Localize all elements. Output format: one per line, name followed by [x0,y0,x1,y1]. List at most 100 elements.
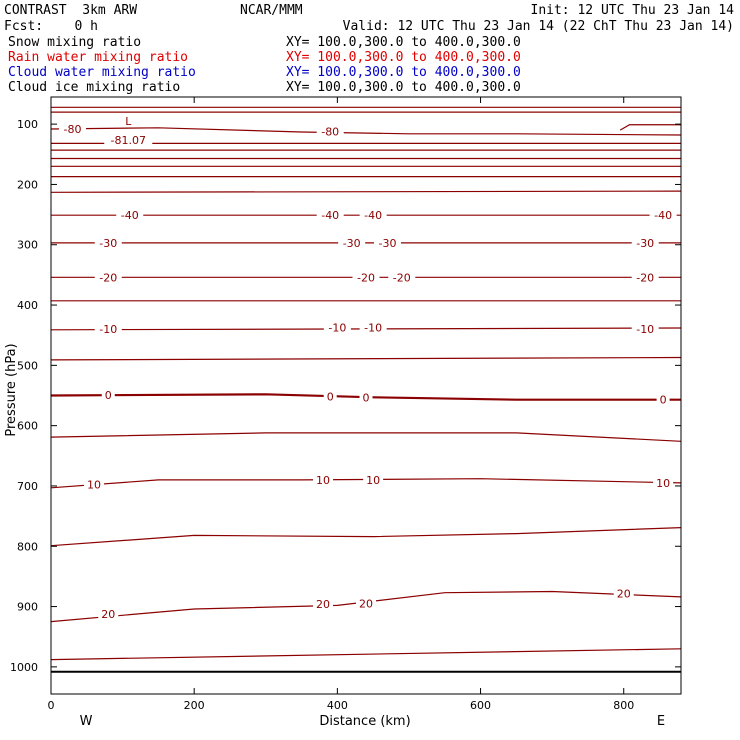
y-tick-label: 800 [17,540,38,553]
contour-label: 10 [656,477,670,490]
field-name-cloud-water: Cloud water mixing ratio [8,65,196,80]
y-tick-label: 200 [17,178,38,191]
x-tick-label: 600 [470,699,491,712]
field-name-snow: Snow mixing ratio [8,35,142,50]
y-tick-label: 400 [17,299,38,312]
contour-label-mask [631,271,659,284]
contour-label: -20 [636,271,654,284]
x-tick-label: 200 [184,699,205,712]
contour-label: 0 [105,389,112,402]
field-xy-rain: XY= 100.0,300.0 to 400.0,300.0 [286,50,521,65]
contour-label: -40 [321,209,339,222]
contour-label: -80 [321,125,339,138]
contour-label-mask [94,236,122,249]
contour-line-level--80 [50,127,682,136]
contour-label-mask [649,209,677,222]
contour-label: 10 [87,479,101,492]
y-tick-label: 300 [17,239,38,252]
contour-label: -40 [654,209,672,222]
contour-label-mask [313,473,334,486]
contour-label: -30 [99,237,117,250]
contour-label-mask [373,236,401,249]
contour-line-unlabeled-18 [50,527,682,547]
contour-label-mask [94,323,122,336]
contour-label-mask [94,271,122,284]
contour-label: -10 [328,321,346,334]
contour-label: 0 [327,391,334,404]
contour-line-small-upper-right [619,124,681,131]
contour-label: 20 [316,598,330,611]
minimum-letter: L [125,115,132,128]
contour-label-mask [359,391,373,404]
contour-label-mask [359,321,387,334]
contour-label: -30 [636,237,654,250]
contour-label: 10 [316,474,330,487]
field-name-rain: Rain water mixing ratio [8,50,189,65]
x-tick-label: 800 [613,699,634,712]
contour-label-mask [116,209,144,222]
east-side-label: E [657,714,665,729]
contour-label-mask [323,390,337,403]
contour-label-mask [58,122,86,135]
contour-lines [50,106,682,661]
contour-label: -10 [364,321,382,334]
contour-label: 0 [660,394,667,407]
contour-label-mask [653,476,674,489]
contour-label: 20 [359,598,373,611]
contour-label: -40 [364,209,382,222]
contour-line-unlabeled-8 [50,190,682,193]
x-axis-label: Distance (km) [319,714,410,729]
contour-label: 0 [363,391,370,404]
contour-label: -30 [343,237,361,250]
contour-label-mask [83,478,104,491]
west-side-label: W [80,714,93,729]
y-tick-label: 500 [17,359,38,372]
y-axis-label: Pressure (hPa) [4,343,19,436]
contour-label-mask [363,473,384,486]
contour-label-mask [316,209,344,222]
y-tick-label: 1000 [10,661,38,674]
y-tick-label: 600 [17,420,38,433]
contour-label-mask [352,271,380,284]
contour-line-unlabeled-20 [50,648,682,661]
minimum-value: -81.07 [111,134,146,147]
contour-label-mask [313,598,334,611]
contour-label-mask [613,587,634,600]
contour-line-level-20 [50,590,682,623]
contour-line-level-0 [50,393,681,401]
contour-label-mask [656,393,670,406]
contour-label-mask [338,236,366,249]
field-xy-snow: XY= 100.0,300.0 to 400.0,300.0 [286,35,521,50]
y-tick-label: 100 [17,118,38,131]
contour-label: -80 [63,123,81,136]
contour-label-mask [101,388,115,401]
contour-label-mask [631,323,659,336]
field-name-cloud-ice: Cloud ice mixing ratio [8,80,181,95]
contour-label: -10 [99,323,117,336]
contour-label-mask [316,125,344,138]
contour-label-mask [631,236,659,249]
contour-label: -10 [636,323,654,336]
contour-label: -30 [378,237,396,250]
contour-labels: -80 -80 -40 -40 -40 -40 -30 -30 -30 -30 -20 -20 -20 -… [58,115,677,621]
contour-line-unlabeled-16 [50,432,682,442]
y-tick-label: 900 [17,601,38,614]
field-xy-cloud-water: XY= 100.0,300.0 to 400.0,300.0 [286,65,521,80]
contour-label: 10 [366,474,380,487]
contour-label-mask [359,209,387,222]
contour-label: 20 [617,587,631,600]
contour-label-mask [388,271,416,284]
contour-label: -40 [121,209,139,222]
contour-label-mask [98,607,119,620]
valid-time: Valid: 12 UTC Thu 23 Jan 14 (22 ChT Thu … [342,19,734,34]
minimum-value-mask [104,134,153,147]
init-time: Init: 12 UTC Thu 23 Jan 14 [530,3,735,18]
contour-label-mask [323,321,351,334]
plot-frame [50,96,682,695]
contour-label: -20 [99,271,117,284]
forecast-hour: Fcst: 0 h [4,19,98,34]
x-tick-label: 0 [48,699,55,712]
model-label: CONTRAST 3km ARW [4,3,138,18]
x-tick-label: 400 [327,699,348,712]
